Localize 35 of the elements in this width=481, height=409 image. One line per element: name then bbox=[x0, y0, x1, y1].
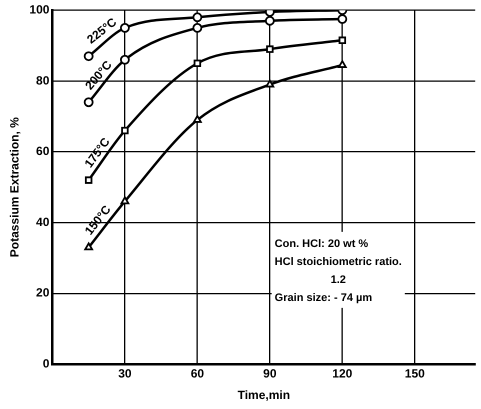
annotation: 1.2 bbox=[330, 274, 346, 286]
point bbox=[84, 242, 94, 250]
point bbox=[264, 16, 275, 26]
point bbox=[338, 36, 346, 44]
point bbox=[194, 60, 202, 68]
x-tick-label: 60 bbox=[190, 366, 204, 381]
point bbox=[265, 80, 274, 88]
x-tick-label: 30 bbox=[118, 366, 132, 381]
point bbox=[84, 51, 94, 62]
point bbox=[121, 126, 129, 134]
y-tick-label: 100 bbox=[29, 2, 50, 17]
point bbox=[192, 12, 202, 22]
annotation: Con. HCl: 20 wt % bbox=[274, 238, 368, 250]
point bbox=[120, 54, 130, 65]
y-tick-label: 80 bbox=[36, 73, 50, 88]
point bbox=[120, 23, 130, 33]
point bbox=[84, 97, 94, 108]
point bbox=[337, 14, 348, 24]
y-axis-title: Potassium Extraction, % bbox=[8, 116, 22, 258]
point bbox=[192, 23, 202, 33]
point bbox=[193, 115, 202, 123]
y-tick-label: 60 bbox=[36, 144, 50, 158]
y-tick-label: 40 bbox=[36, 214, 50, 229]
point bbox=[84, 176, 92, 184]
x-tick-label: 90 bbox=[263, 366, 277, 381]
annotation: Grain size: - 74 µm bbox=[274, 292, 372, 304]
x-tick-label: 120 bbox=[332, 366, 353, 381]
annotation: HCl stoichiometric ratio. bbox=[274, 256, 402, 268]
point bbox=[266, 45, 274, 53]
point bbox=[338, 60, 347, 68]
point bbox=[120, 196, 130, 204]
y-tick-label: 20 bbox=[36, 286, 50, 300]
y-tick-label: 0 bbox=[42, 356, 50, 371]
x-tick-label: 150 bbox=[404, 366, 426, 381]
x-axis-title: Time,min bbox=[238, 388, 290, 402]
